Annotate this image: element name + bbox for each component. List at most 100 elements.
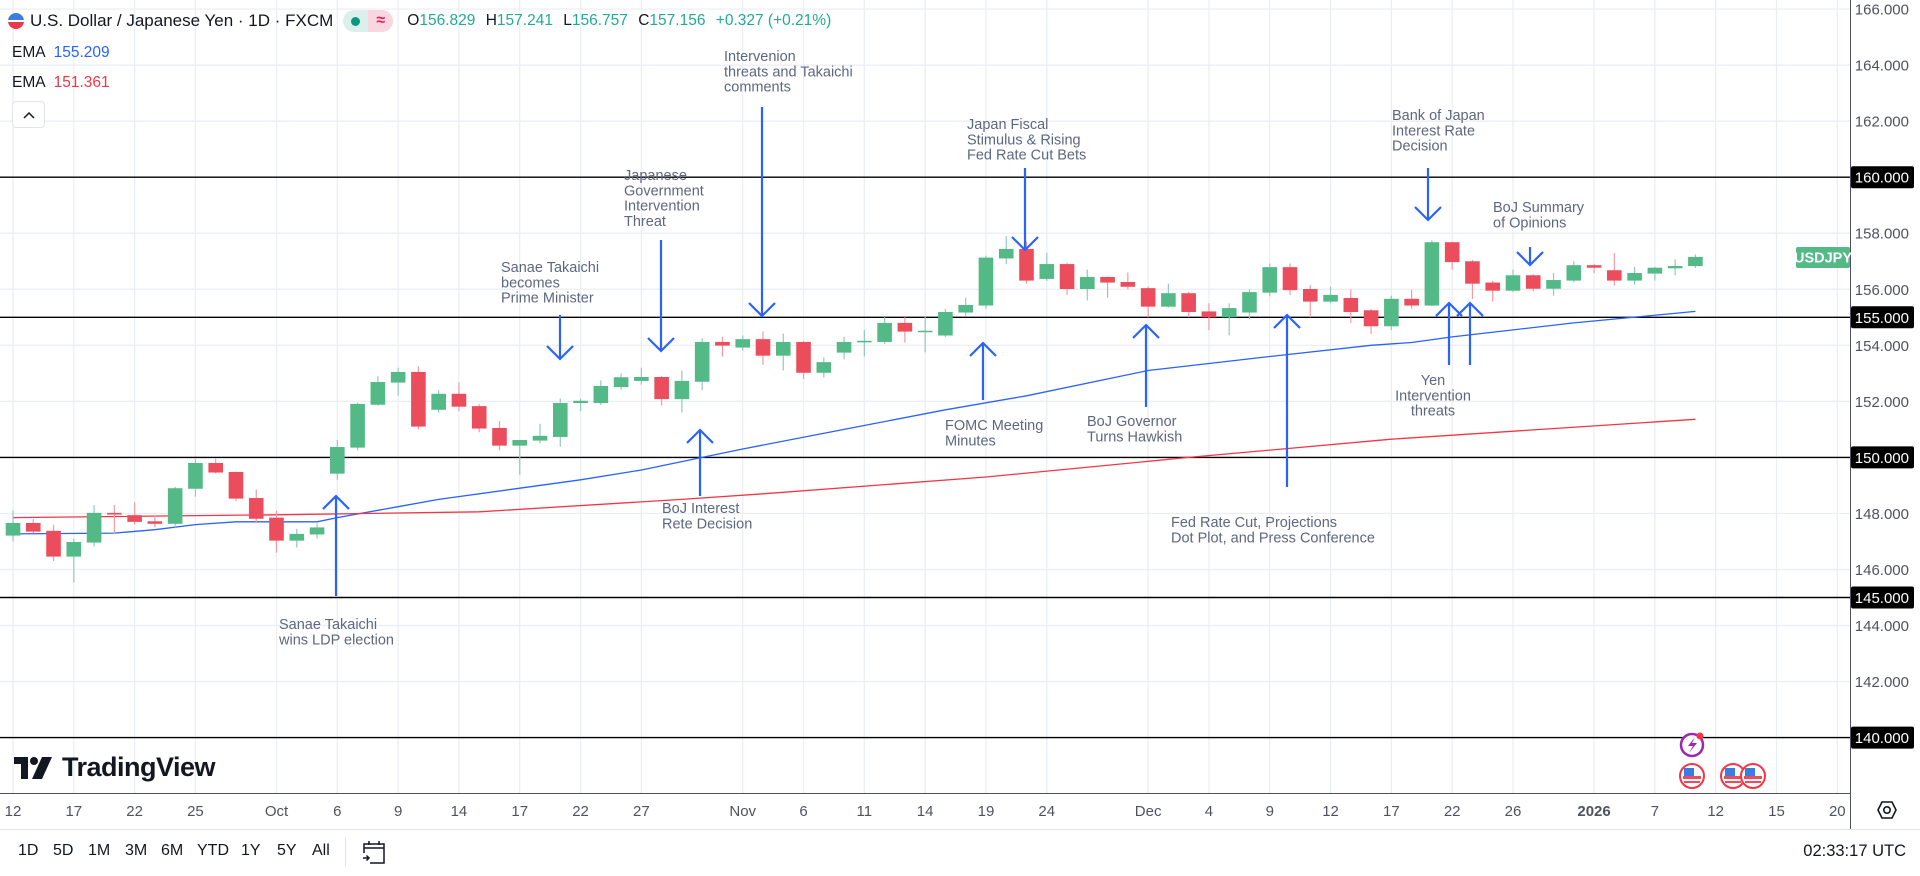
range-ytd-button[interactable]: YTD	[197, 842, 229, 859]
time-tick-label: 11	[857, 803, 873, 820]
ema-legend-1[interactable]: EMA 155.209	[12, 44, 110, 62]
lightning-icon[interactable]	[1679, 732, 1705, 758]
arrow-up-icon	[322, 494, 350, 510]
range-6m-button[interactable]: 6M	[161, 842, 184, 859]
low-label: L	[563, 12, 572, 29]
candle-body	[1505, 275, 1521, 291]
tradingview-logo[interactable]: TradingView	[14, 752, 216, 783]
candle-body	[1323, 294, 1338, 302]
clock[interactable]: 02:33:17 UTC	[1803, 842, 1906, 860]
us-flag-icon[interactable]	[1679, 763, 1705, 789]
bottom-toolbar: 1D 5D 1M 3M 6M YTD 1Y 5Y All 02:33:17 UT…	[0, 829, 1920, 876]
price-axis[interactable]: 166.000 164.000 162.000 160.000 158.000 156.0…	[1851, 2, 1914, 749]
range-1y-button[interactable]: 1Y	[241, 842, 261, 859]
annotation-text: comments	[724, 80, 791, 96]
range-1d-button[interactable]: 1D	[18, 842, 39, 859]
candle	[552, 398, 568, 447]
candle-body	[1221, 308, 1237, 318]
annotation-text: Threat	[624, 214, 666, 230]
chart-settings-icon[interactable]	[1877, 801, 1897, 819]
candle-body	[66, 542, 82, 557]
candle	[1201, 303, 1217, 331]
high-label: H	[485, 12, 497, 29]
event-icons[interactable]	[1679, 732, 1766, 789]
arrow-up-icon	[686, 428, 714, 444]
time-tick-label: Nov	[729, 803, 756, 820]
range-1m-button[interactable]: 1M	[88, 842, 111, 859]
toolbar-divider	[345, 838, 346, 866]
candle-body	[188, 463, 203, 489]
time-tick-label: 19	[978, 803, 995, 820]
time-tick-label: 22	[126, 803, 143, 820]
candle-body	[1647, 267, 1663, 274]
candle	[86, 505, 102, 547]
candle	[654, 376, 669, 406]
candle-body	[998, 248, 1014, 259]
candle	[1242, 289, 1257, 320]
range-5y-button[interactable]: 5Y	[277, 842, 297, 859]
open-value: 156.829	[419, 12, 476, 29]
range-5d-button[interactable]: 5D	[53, 842, 74, 859]
candle-body	[938, 311, 953, 336]
chart-legend: U.S. Dollar / Japanese Yen · 1D · FXCM ≈…	[8, 10, 831, 32]
candle	[998, 236, 1014, 265]
annotation-text: of Opinions	[1493, 215, 1566, 231]
candle	[208, 458, 223, 474]
candle-body	[350, 403, 365, 448]
annotation-text: threats and Takaichi	[724, 64, 853, 80]
change-value: +0.327 (+0.21%)	[715, 12, 832, 29]
range-all-button[interactable]: All	[312, 842, 330, 859]
ema-value: 155.209	[53, 44, 110, 61]
time-tick-label: 27	[633, 803, 650, 820]
candle-body	[532, 435, 548, 441]
candle	[330, 440, 345, 480]
time-tick-label: 14	[451, 803, 468, 820]
annotation-text: Interest Rate	[1392, 123, 1475, 139]
candle-body	[694, 341, 710, 382]
candle-body	[1161, 293, 1176, 307]
candle	[897, 317, 913, 343]
time-axis[interactable]: 12 17 22 25 Oct 6 9 14 17 22 27 Nov 6 11 14 19 24 Dec 4 9 12…	[5, 803, 1846, 820]
candle-body	[1607, 270, 1622, 281]
us-flag-icon[interactable]	[1720, 763, 1746, 789]
candle	[593, 380, 609, 406]
time-tick-label: Oct	[265, 803, 289, 820]
candle-body	[1302, 288, 1318, 302]
candle-body	[1019, 248, 1034, 281]
ema-legend-2[interactable]: EMA 151.361	[12, 74, 110, 92]
candle	[107, 505, 122, 534]
symbol-price-label: USDJPY	[1794, 247, 1852, 268]
candle-body	[1688, 256, 1703, 267]
low-value: 156.757	[571, 12, 628, 29]
us-flag-icon[interactable]	[1740, 763, 1766, 789]
candle	[938, 308, 953, 337]
candle	[1161, 283, 1176, 308]
candle	[1100, 276, 1115, 298]
candle	[1302, 285, 1318, 318]
candle-body	[1262, 267, 1278, 293]
candle	[269, 510, 284, 553]
status-pill[interactable]: ≈	[343, 10, 394, 32]
candle	[674, 370, 690, 413]
ema-name: EMA	[12, 74, 46, 91]
candle	[1282, 263, 1298, 295]
candle	[775, 333, 791, 371]
candle	[532, 423, 548, 444]
annotation-text: FOMC Meeting	[945, 418, 1043, 434]
range-3m-button[interactable]: 3M	[125, 842, 148, 859]
arrow-down-icon	[1011, 236, 1039, 252]
time-tick-label: 6	[333, 803, 341, 820]
level-price-label: 150.000	[1855, 450, 1909, 467]
price-tick-label: 154.000	[1855, 338, 1909, 355]
collapse-legend-button[interactable]	[12, 101, 45, 128]
symbol-title[interactable]: U.S. Dollar / Japanese Yen · 1D · FXCM	[30, 11, 334, 30]
calendar-goto-icon[interactable]	[362, 839, 386, 865]
candle-body	[1525, 275, 1541, 289]
arrow-down-icon	[1414, 206, 1442, 222]
